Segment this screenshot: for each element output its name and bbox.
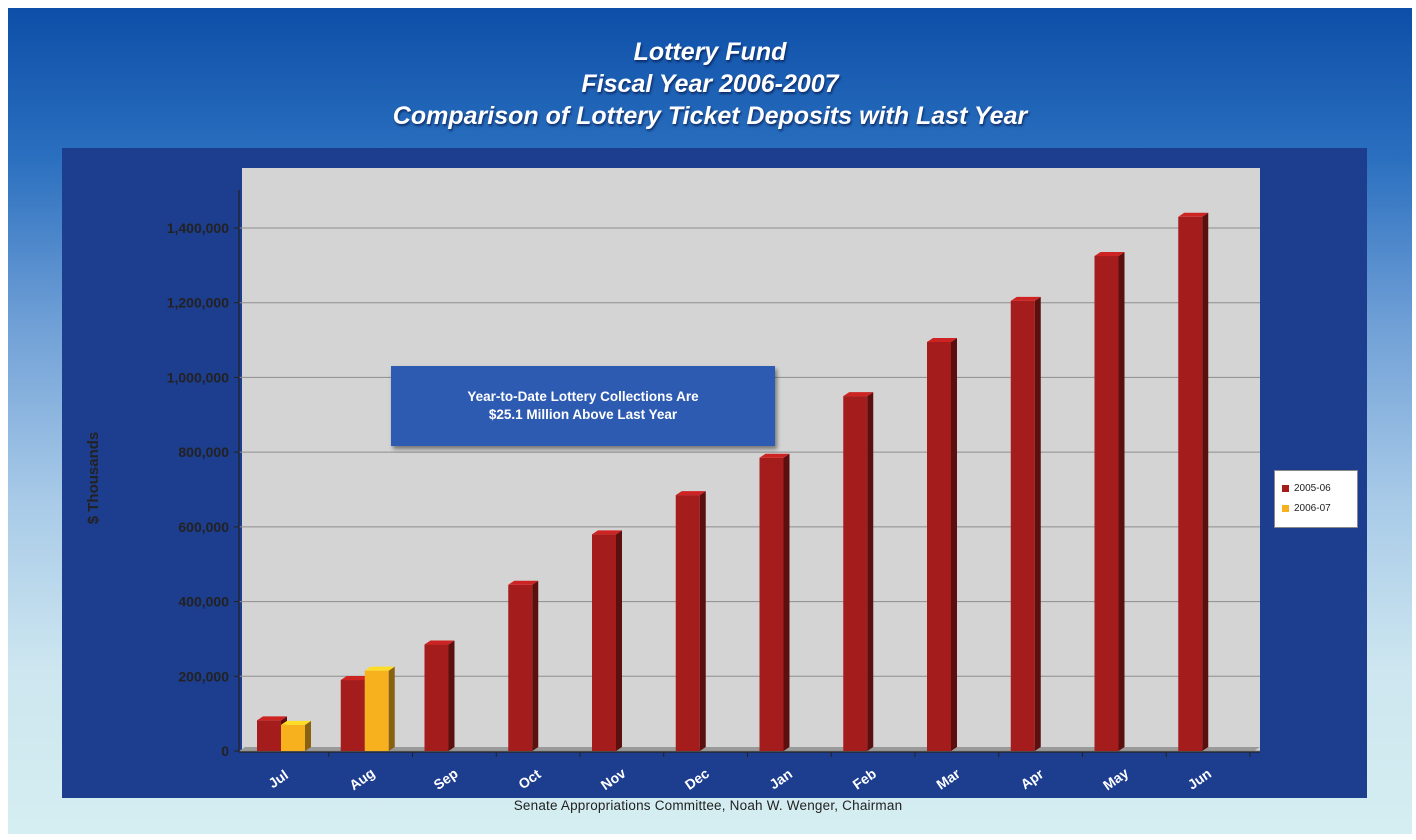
bar-top-2005-06-aug	[340, 676, 371, 681]
footer-credit: Senate Appropriations Committee, Noah W.…	[513, 798, 903, 813]
y-tick-label-3: 600,000	[178, 519, 229, 535]
bar-2005-06-nov	[592, 534, 616, 751]
bar-2006-07-aug	[364, 670, 389, 751]
bar-top-2005-06-jul	[257, 716, 287, 721]
bar-side-2005-06-nov	[616, 530, 622, 751]
bar-top-2005-06-nov	[592, 530, 622, 535]
bar-2005-06-aug	[340, 680, 365, 751]
bar-2005-06-jul	[257, 720, 281, 751]
legend-swatch-2005-06	[1282, 484, 1289, 492]
bar-top-2006-07-jul	[281, 720, 311, 725]
slide-background: Lottery Fund Fiscal Year 2006-2007 Compa…	[8, 8, 1412, 834]
annotation-line-2: $25.1 Million Above Last Year	[488, 407, 678, 422]
annotation-box: Year-to-Date Lottery Collections Are $25…	[391, 366, 775, 446]
x-tick-label-aug: Aug	[346, 765, 377, 794]
bar-2005-06-mar	[927, 341, 951, 751]
bar-2006-07-jul	[281, 724, 305, 751]
bar-chart: 0 200,000 400,000 600,000 800,000 1,000,000 1,…	[85, 168, 1260, 794]
plot-floor	[239, 747, 1260, 751]
x-tick-label-jan: Jan	[766, 765, 795, 792]
y-tick-label-6: 1,200,000	[167, 295, 229, 311]
y-tick-label-2: 400,000	[178, 594, 229, 610]
bar-top-2005-06-oct	[508, 580, 539, 585]
x-tick-label-may: May	[1100, 764, 1132, 793]
x-tick-label-apr: Apr	[1017, 765, 1046, 792]
bar-2005-06-feb	[843, 396, 868, 751]
y-tick-label-7: 1,400,000	[167, 220, 229, 236]
bar-top-2005-06-sep	[424, 640, 455, 645]
bar-2005-06-dec	[675, 495, 700, 751]
legend-item-2006-07: 2006-07	[1282, 498, 1357, 518]
bar-side-2005-06-apr	[1034, 296, 1041, 751]
x-tick-label-jun: Jun	[1185, 765, 1215, 792]
bar-2005-06-oct	[508, 584, 533, 751]
x-tick-label-oct: Oct	[515, 765, 544, 792]
bar-side-2005-06-mar	[951, 337, 957, 751]
legend-item-2005-06: 2005-06	[1282, 478, 1357, 498]
x-tick-label-mar: Mar	[933, 765, 963, 793]
x-tick-label-feb: Feb	[850, 765, 880, 792]
chart-title-line-1: Lottery Fund	[633, 38, 787, 66]
bar-2005-06-jan	[759, 457, 784, 751]
annotation-line-1: Year-to-Date Lottery Collections Are	[467, 389, 699, 404]
bar-top-2005-06-jun	[1178, 212, 1209, 217]
bar-top-2005-06-mar	[927, 337, 957, 342]
y-tick-label-1: 200,000	[178, 668, 229, 684]
bar-top-2005-06-jan	[759, 453, 790, 458]
y-tick-label-4: 800,000	[178, 444, 229, 460]
plot-area	[242, 168, 1260, 751]
x-tick-label-dec: Dec	[682, 765, 712, 793]
y-tick-label-0: 0	[221, 743, 229, 759]
legend-label-2005-06: 2005-06	[1294, 482, 1331, 494]
bar-top-2005-06-dec	[675, 491, 706, 496]
bar-side-2005-06-jan	[783, 453, 790, 751]
bar-2005-06-may	[1094, 256, 1119, 751]
chart-title-line-2: Fiscal Year 2006-2007	[581, 70, 839, 98]
legend-swatch-2006-07	[1282, 504, 1289, 512]
bar-side-2005-06-dec	[699, 491, 706, 751]
bar-2005-06-sep	[424, 644, 449, 751]
x-tick-label-jul: Jul	[265, 767, 291, 792]
bar-side-2006-07-jul	[305, 720, 311, 751]
chart-panel: 0 200,000 400,000 600,000 800,000 1,000,000 1,…	[62, 148, 1367, 798]
bar-top-2005-06-apr	[1010, 296, 1041, 301]
bar-side-2005-06-may	[1118, 252, 1125, 751]
bar-2005-06-apr	[1010, 300, 1035, 751]
bar-top-2005-06-feb	[843, 392, 874, 397]
legend-label-2006-07: 2006-07	[1294, 502, 1331, 514]
bar-side-2006-07-aug	[388, 666, 395, 751]
chart-legend: 2005-06 2006-07	[1274, 470, 1358, 528]
y-tick-label-5: 1,000,000	[167, 369, 229, 385]
bar-side-2005-06-feb	[867, 392, 874, 751]
x-tick-label-sep: Sep	[431, 765, 461, 793]
bar-2005-06-jun	[1178, 216, 1203, 751]
bar-side-2005-06-oct	[532, 580, 539, 751]
x-tick-label-nov: Nov	[598, 765, 629, 793]
chart-title-line-3: Comparison of Lottery Ticket Deposits wi…	[392, 102, 1028, 130]
bar-side-2005-06-sep	[448, 640, 455, 751]
bar-top-2006-07-aug	[364, 666, 395, 671]
y-axis-label: $ Thousands	[85, 432, 102, 525]
bar-side-2005-06-jun	[1202, 212, 1209, 751]
bar-top-2005-06-may	[1094, 252, 1125, 257]
